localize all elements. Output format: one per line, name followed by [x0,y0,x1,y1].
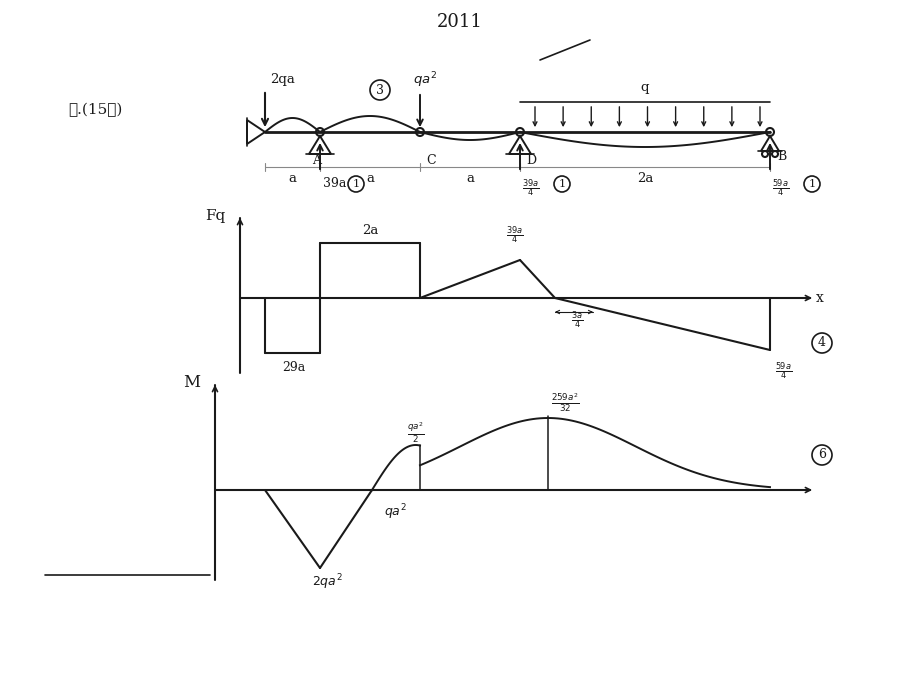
Text: $\frac{59a}{4}$: $\frac{59a}{4}$ [771,177,789,199]
Text: a: a [466,172,473,186]
Text: A: A [312,153,321,166]
Text: 2a: 2a [361,224,378,237]
Text: 1: 1 [558,179,565,189]
Text: $2qa^2$: $2qa^2$ [312,572,343,592]
Text: 1: 1 [352,179,359,189]
Text: $qa^2$: $qa^2$ [413,70,437,90]
Text: 6: 6 [817,448,825,462]
Text: 3: 3 [376,83,383,97]
Text: 29a: 29a [281,362,305,375]
Text: $\frac{qa^2}{2}$: $\frac{qa^2}{2}$ [407,421,425,445]
Text: ～.(15分): ～.(15分) [68,103,122,117]
Text: 2qa: 2qa [270,74,295,86]
Text: $\frac{39a}{4}$: $\frac{39a}{4}$ [521,177,539,199]
Text: Fq: Fq [205,209,225,223]
Text: 2011: 2011 [437,13,482,31]
Text: M: M [183,375,199,391]
Text: 2a: 2a [636,172,652,186]
Text: $\frac{3a}{4}$: $\frac{3a}{4}$ [571,309,583,331]
Text: $\frac{259a^2}{32}$: $\frac{259a^2}{32}$ [550,392,579,414]
Text: q: q [640,81,649,94]
Text: B: B [777,150,786,163]
Text: 4: 4 [817,337,825,350]
Text: D: D [526,153,536,166]
Text: 39a: 39a [323,177,346,190]
Text: 1: 1 [808,179,814,189]
Text: $qa^2$: $qa^2$ [383,502,406,522]
Text: a: a [366,172,374,186]
Text: x: x [815,291,823,305]
Text: a: a [288,172,296,186]
Text: $\frac{39a}{4}$: $\frac{39a}{4}$ [505,224,523,246]
Text: $\frac{59a}{4}$: $\frac{59a}{4}$ [774,360,791,382]
Text: C: C [425,153,436,166]
